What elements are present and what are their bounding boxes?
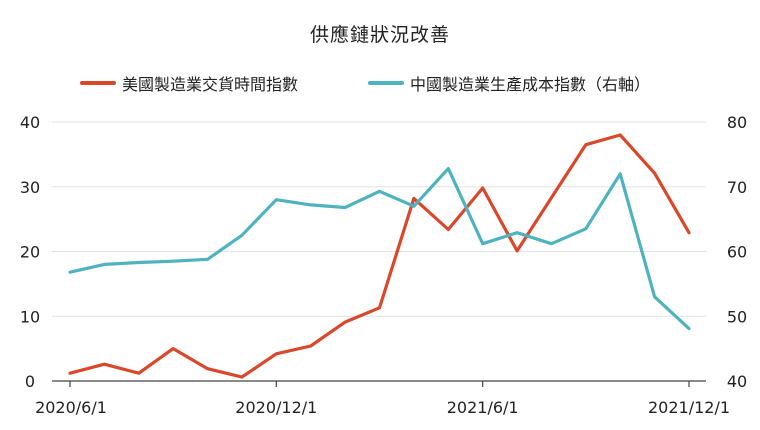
legend-swatch-us-delivery: [80, 81, 116, 85]
legend-swatch-china-cost: [368, 81, 404, 85]
y-left-tick-label: 40: [20, 113, 40, 132]
x-tick-label: 2020/12/1: [235, 398, 317, 417]
x-tick-label: 2021/12/1: [648, 398, 730, 417]
legend-label-china-cost: 中國製造業生產成本指數（右軸）: [410, 75, 651, 94]
y-right-tick-label: 50: [727, 307, 747, 326]
series-line-us-delivery: [68, 133, 691, 379]
chart-title: 供應鏈狀況改善: [309, 24, 450, 46]
legend-item-china-cost: 中國製造業生產成本指數（右軸）: [368, 72, 650, 94]
y-right-tick-label: 40: [727, 372, 747, 391]
legend-item-us-delivery: 美國製造業交貨時間指數: [80, 72, 298, 94]
legend-label-us-delivery: 美國製造業交貨時間指數: [122, 75, 299, 94]
x-tick-label: 2021/6/1: [447, 398, 519, 417]
y-right-tick-label: 70: [727, 178, 747, 197]
y-left-tick-label: 0: [25, 372, 35, 391]
y-right-tick-label: 60: [727, 243, 747, 262]
y-left-tick-label: 10: [20, 307, 40, 326]
series-line-china-cost: [68, 167, 691, 331]
y-left-tick-label: 30: [20, 178, 40, 197]
y-right-tick-label: 80: [727, 113, 747, 132]
y-left-tick-label: 20: [20, 243, 40, 262]
x-tick-label: 2020/6/1: [35, 398, 107, 417]
